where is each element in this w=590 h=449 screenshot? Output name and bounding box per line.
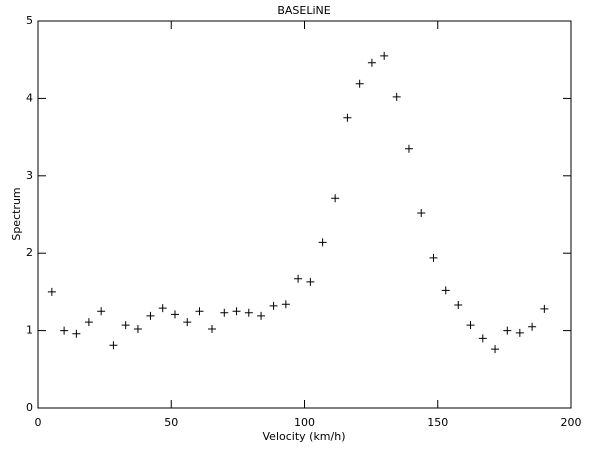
data-point [158,304,167,313]
data-point [183,318,192,327]
data-point [121,321,130,330]
y-axis-label: Spectrum [10,187,23,240]
y-tick-label: 3 [26,169,33,182]
y-tick-label: 2 [26,246,33,259]
data-point [208,325,217,334]
x-tick-label: 200 [561,416,582,429]
data-point [269,301,278,310]
data-point [515,328,524,337]
data-point [146,311,155,320]
data-point [355,79,364,88]
data-point [60,326,69,335]
data-point [72,329,81,338]
data-point [232,307,241,316]
data-point [244,308,253,317]
data-point [281,300,290,309]
data-point [257,311,266,320]
data-point [503,326,512,335]
y-tick-label: 4 [26,91,33,104]
data-point [491,345,500,354]
data-point [318,238,327,247]
data-point [528,322,537,331]
data-point [454,301,463,310]
y-tick-label: 1 [26,324,33,337]
data-point [343,113,352,122]
x-tick-label: 0 [35,416,42,429]
data-point [294,274,303,283]
data-point [429,253,438,262]
data-point [220,308,229,317]
data-point [133,325,142,334]
data-point [380,51,389,60]
data-point [392,92,401,101]
x-tick-label: 100 [294,416,315,429]
data-point [367,58,376,67]
x-axis-label: Velocity (km/h) [263,430,346,443]
data-point [195,307,204,316]
x-tick-label: 150 [427,416,448,429]
data-point [331,194,340,203]
chart-title: BASELiNE [277,4,330,17]
data-point [466,321,475,330]
data-point [47,287,56,296]
data-point [417,208,426,217]
data-point [97,307,106,316]
x-tick-label: 50 [164,416,178,429]
data-point [170,310,179,319]
y-tick-label: 0 [26,401,33,414]
data-point [306,277,315,286]
data-point [540,304,549,313]
data-point [84,318,93,327]
data-point [404,144,413,153]
y-tick-label: 5 [26,14,33,27]
data-point [109,341,118,350]
data-point [478,334,487,343]
data-point [441,286,450,295]
